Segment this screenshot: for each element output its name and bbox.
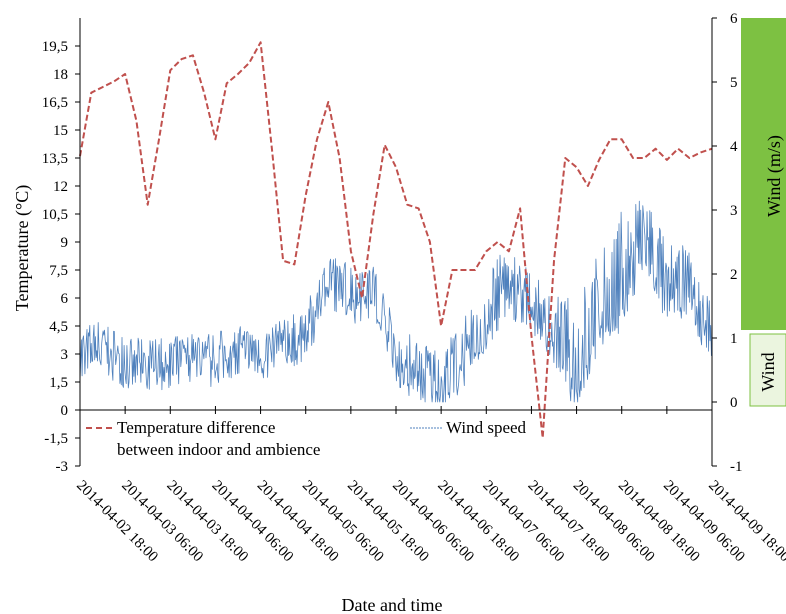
y-left-tick-label: 19,5 [42,39,68,55]
temperature-line [79,41,713,439]
y-left-tick-label: 10,5 [42,207,68,223]
y-right-tick-label: 1 [730,331,738,347]
right-axis-title-fragment-panel [749,333,786,407]
y-left-tick-label: 16,5 [42,95,68,111]
y-right-tick-label: 3 [730,203,738,219]
y-left-tick-label: 6 [61,291,69,307]
y-left-tick-label: 18 [53,67,68,83]
y-right-tick-label: 4 [730,139,738,155]
y-right-tick-label: 6 [730,11,738,27]
legend-temperature-label: Temperature difference between indoor and… [117,418,320,459]
y-axis-title-left: Temperature (°C) [12,185,33,311]
temperature-series [79,41,713,439]
y-left-tick-label: 3 [61,347,69,363]
right-axis-title-panel [741,18,786,330]
y-left-tick-label: -1,5 [44,431,68,447]
y-left-tick-label: 4,5 [49,319,68,335]
y-left-tick-label: 1,5 [49,375,68,391]
legend-wind-label: Wind speed [446,418,527,437]
legend-temperature-label-line: between indoor and ambience [117,440,320,459]
y-left-tick-label: 9 [61,235,69,251]
y-right-tick-label: 0 [730,395,738,411]
y-left-tick-label: 0 [61,403,69,419]
y-left-tick-label: 15 [53,123,68,139]
y-right-tick-label: 5 [730,75,738,91]
y-left-tick-label: 12 [53,179,68,195]
y-left-tick-label: -3 [56,459,69,475]
y-left-tick-label: 7,5 [49,263,68,279]
wind-speed-line [79,200,712,403]
y-right-tick-label: 2 [730,267,738,283]
y-left-tick-label: 13,5 [42,151,68,167]
y-right-tick-label: -1 [730,459,743,475]
right-axis-title: Wind (m/s) [764,135,785,217]
right-axis-title-fragment: Wind [758,352,778,391]
wind-speed-series [79,200,712,403]
x-axis-title: Date and time [342,595,443,614]
legend-temperature-label-line: Temperature difference [117,418,275,437]
